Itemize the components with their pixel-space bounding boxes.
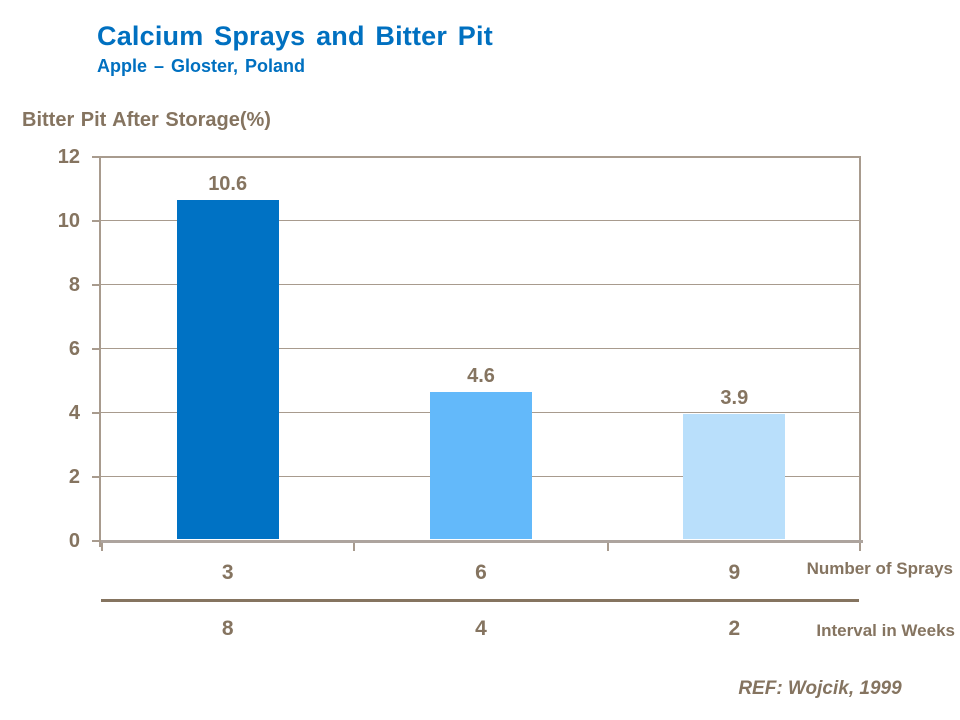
plot-right-border (859, 157, 861, 541)
y-tick-0 (92, 540, 101, 542)
x-tick-0 (101, 542, 103, 551)
x-tick-3 (859, 542, 861, 551)
y-tick-label-10: 10 (57, 210, 80, 232)
category-label-6: 6 (475, 561, 487, 584)
slide-subtitle: Apple – Gloster, Poland (97, 56, 306, 76)
y-tick-label-12: 12 (57, 146, 80, 168)
bar-value-label: 10.6 (208, 172, 248, 195)
gridline-y-12 (101, 156, 861, 158)
reference-text: REF: Wojcik, 1999 (738, 678, 902, 699)
y-tick-label-6: 6 (68, 338, 80, 360)
bar-3-sprays (176, 199, 279, 539)
bar-9-sprays (683, 414, 786, 539)
category-label-8: 8 (221, 617, 234, 640)
y-tick-label-2: 2 (68, 466, 80, 488)
bar-chart: 10.6 4.6 3.9 0 2 4 6 8 10 12 (0, 146, 960, 557)
y-tick-4 (92, 412, 101, 414)
slide-title: Calcium Sprays and Bitter Pit (97, 21, 493, 51)
y-tick-label-8: 8 (68, 274, 80, 296)
bar-value-label: 3.9 (720, 387, 749, 410)
y-tick-6 (92, 348, 101, 350)
x-axis-line (101, 540, 863, 543)
category-label-3: 3 (221, 561, 234, 584)
y-tick-label-0: 0 (68, 530, 80, 552)
category-label-9: 9 (728, 561, 741, 584)
y-axis-title: Bitter Pit After Storage(%) (22, 109, 271, 131)
y-tick-2 (92, 476, 101, 478)
bar-value-label: 4.6 (467, 364, 495, 387)
plot-area: 10.6 4.6 3.9 (92, 156, 863, 551)
gridline-y-8 (101, 284, 861, 285)
y-tick-10 (92, 220, 101, 222)
category-label-4: 4 (475, 617, 487, 640)
gridline-y-6 (101, 348, 861, 349)
x-tick-2 (607, 542, 609, 551)
y-tick-8 (92, 284, 101, 286)
category-label-2: 2 (728, 617, 741, 640)
category-separator-line (101, 599, 859, 602)
y-tick-12 (92, 156, 101, 158)
x-tick-1 (353, 542, 355, 551)
x-axis-row-label-interval-in-weeks: Interval in Weeks (816, 621, 955, 640)
y-tick-label-4: 4 (68, 402, 80, 424)
y-axis-line (99, 157, 101, 547)
bar-6-sprays (430, 391, 532, 539)
x-axis-row-label-number-of-sprays: Number of Sprays (806, 559, 953, 578)
gridline-y-10 (101, 220, 861, 221)
